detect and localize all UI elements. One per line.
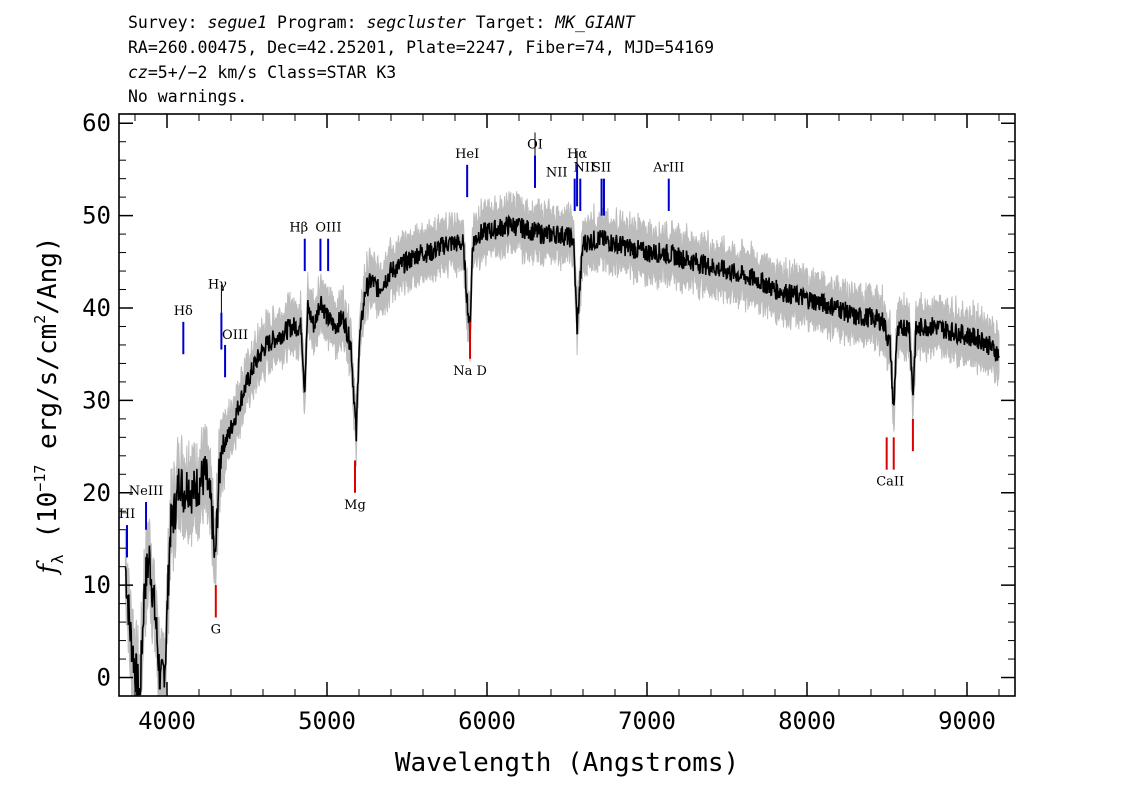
x-tick-label: 8000 <box>778 707 836 735</box>
header-line-3: cz=5+/−2 km/s Class=STAR K3 <box>128 63 396 83</box>
emission-line-label: NII <box>546 166 568 181</box>
y-tick-label: 10 <box>82 571 111 599</box>
y-tick-label: 0 <box>97 664 111 692</box>
x-tick-label: 5000 <box>298 707 356 735</box>
flux-series <box>124 214 1000 697</box>
program-label: Program: <box>267 13 367 32</box>
x-tick-label: 4000 <box>138 707 196 735</box>
emission-line-label: Hδ <box>174 304 193 319</box>
program-value: segcluster <box>366 13 466 32</box>
y-tick-label: 50 <box>82 202 111 230</box>
target-label: Target: <box>465 13 556 32</box>
emission-line-label: Hγ <box>208 278 227 293</box>
emission-line-label: NeIII <box>129 484 163 499</box>
y-tick-label: 20 <box>82 479 111 507</box>
x-tick-label: 7000 <box>618 707 676 735</box>
x-axis-label: Wavelength (Angstroms) <box>395 748 739 778</box>
axes: 4000 5000 6000 7000 8000 9000 0 10 20 30 40 50 60 <box>82 109 1015 735</box>
cz-value: =5+/−2 km/s Class=STAR K3 <box>147 63 397 82</box>
cz-label: cz <box>128 63 148 82</box>
y-tick-label: 40 <box>82 294 111 322</box>
emission-line-label: OIII <box>222 328 248 343</box>
emission-line-label: HI <box>119 507 135 522</box>
header-line-2: RA=260.00475, Dec=42.25201, Plate=2247, … <box>128 38 715 57</box>
error-band <box>124 191 1000 697</box>
absorption-line-label: Na D <box>453 364 487 379</box>
y-tick-label: 30 <box>82 386 111 414</box>
x-tick-label: 6000 <box>458 707 516 735</box>
emission-line-label: HeI <box>455 147 479 162</box>
flux-line <box>124 214 1000 697</box>
target-value: MK_GIANT <box>555 13 635 32</box>
emission-line-label: Hβ <box>289 221 308 236</box>
absorption-line-label: Mg <box>344 498 366 513</box>
svg-text:fλ (10−17 erg/s/cm2/Ang): fλ (10−17 erg/s/cm2/Ang) <box>31 236 67 575</box>
emission-line-label: NII <box>573 161 595 176</box>
error-band-fill <box>124 191 1000 697</box>
emission-line-label: SII <box>592 161 611 176</box>
emission-line-label: OIII <box>315 221 341 236</box>
survey-label: Survey: <box>128 13 208 32</box>
header-line-1: Survey: segue1 Program: segcluster Targe… <box>128 13 635 33</box>
survey-value: segue1 <box>207 13 268 32</box>
emission-line-label: ArIII <box>652 161 684 176</box>
header-line-4: No warnings. <box>128 87 248 106</box>
x-tick-label: 9000 <box>938 707 996 735</box>
y-tick-label: 60 <box>82 109 111 137</box>
plot-frame <box>118 113 1016 697</box>
absorption-line-label: CaII <box>876 475 904 490</box>
y-axis-label: fλ (10−17 erg/s/cm2/Ang) <box>31 236 67 575</box>
absorption-line-label: G <box>211 622 221 637</box>
